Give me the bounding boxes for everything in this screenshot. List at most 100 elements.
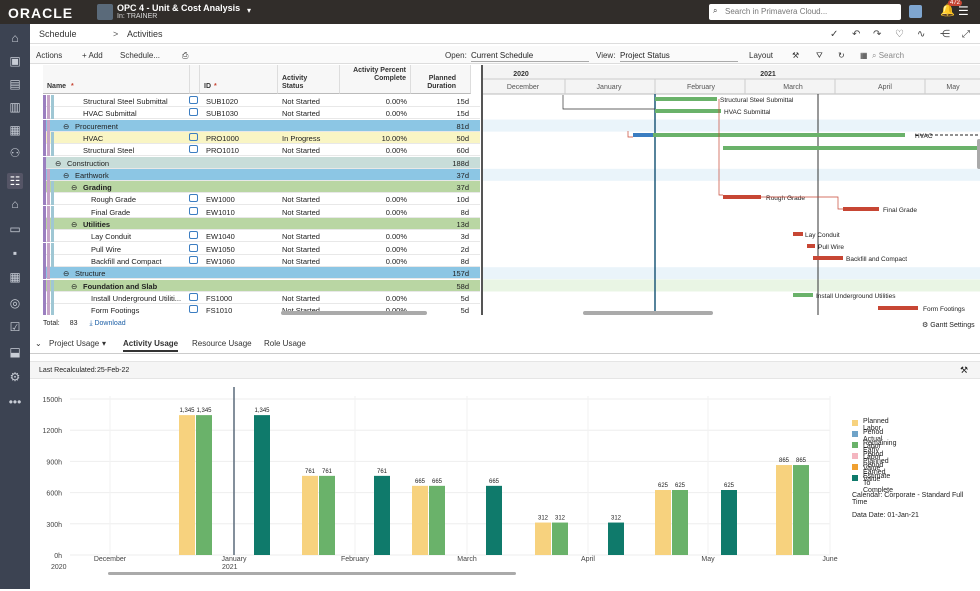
puzzle-icon[interactable]: ⬓: [9, 345, 21, 359]
comment-icon[interactable]: [189, 132, 198, 141]
wrench-icon[interactable]: ⚒: [792, 51, 800, 60]
table-row[interactable]: HVAC PRO1000 In Progress 10.00% 50d: [43, 131, 480, 144]
gantt-bar[interactable]: [723, 195, 761, 199]
maximize-icon[interactable]: ⤢: [962, 29, 970, 40]
gantt-bar[interactable]: [723, 146, 980, 150]
comment-icon[interactable]: [189, 194, 198, 203]
check-icon[interactable]: ✓: [830, 29, 839, 40]
table-row[interactable]: Lay Conduit EW1040 Not Started 0.00% 3d: [43, 230, 480, 243]
global-search-input[interactable]: ⌕ Search in Primavera Cloud...: [709, 4, 901, 20]
avatar[interactable]: [909, 5, 922, 18]
gantt-bar[interactable]: [807, 244, 815, 248]
favorite-icon[interactable]: ♡: [895, 29, 904, 40]
bell-icon[interactable]: 🔔: [940, 3, 955, 17]
wbs-row[interactable]: ⊖ Earthwork 37d: [43, 168, 480, 181]
table-row[interactable]: HVAC Submittal SUB1030 Not Started 0.00% 15d: [43, 107, 480, 120]
bank-icon[interactable]: ⌂: [11, 197, 19, 211]
actions-menu[interactable]: Actions: [36, 51, 63, 60]
gantt-bar[interactable]: [633, 133, 653, 137]
col-name-header[interactable]: Name *: [43, 65, 190, 94]
redo-icon[interactable]: ↷: [873, 29, 882, 40]
comment-icon[interactable]: [189, 206, 198, 215]
pulse-icon[interactable]: ∿: [917, 29, 926, 40]
download-link[interactable]: ⤓ Download: [89, 320, 126, 327]
gantt-chart[interactable]: 2020 2021 December January February March Apri…: [481, 65, 980, 315]
gantt-settings-button[interactable]: ⚙ Gantt Settings: [922, 322, 975, 329]
collapse-icon[interactable]: ⌄: [35, 339, 42, 348]
wbs-row[interactable]: ⊖ Procurement 81d: [43, 119, 480, 132]
filter-icon[interactable]: ⛛: [816, 51, 823, 60]
settings-icon[interactable]: ⚙: [9, 370, 21, 384]
comment-icon[interactable]: [189, 108, 198, 117]
folder-icon[interactable]: ▭: [9, 222, 21, 236]
dashboard-icon[interactable]: ▣: [9, 54, 21, 68]
tab-role-usage[interactable]: Role Usage: [264, 339, 306, 348]
documents-icon[interactable]: ▥: [9, 100, 21, 114]
schedule-icon[interactable]: ☷: [7, 173, 23, 189]
gantt-bar[interactable]: [653, 133, 905, 137]
tab-resource-usage[interactable]: Resource Usage: [192, 339, 252, 348]
undo-icon[interactable]: ↶: [852, 29, 861, 40]
tab-activity-usage[interactable]: Activity Usage: [123, 339, 179, 352]
gantt-bar[interactable]: [793, 232, 803, 236]
portfolio-icon[interactable]: ▤: [9, 77, 21, 91]
table-row[interactable]: Backfill and Compact EW1060 Not Started 0.0…: [43, 254, 480, 267]
gantt-bar[interactable]: [878, 306, 918, 310]
project-dropdown-icon[interactable]: ▾: [247, 6, 252, 15]
table-row[interactable]: Final Grade EW1010 Not Started 0.00% 8d: [43, 205, 480, 218]
chart-scrollbar[interactable]: [108, 572, 516, 575]
layout-menu[interactable]: Layout: [749, 51, 774, 60]
project-usage-select[interactable]: Project Usage: [49, 339, 100, 348]
tasks-icon[interactable]: ▪: [12, 246, 18, 260]
collapse-toggle-icon[interactable]: ⊖: [63, 269, 70, 279]
table-row[interactable]: Structural Steel PRO1010 Not Started 0.00% 6…: [43, 144, 480, 157]
breadcrumb-schedule[interactable]: Schedule: [39, 29, 77, 39]
collapse-toggle-icon[interactable]: ⊖: [71, 183, 78, 193]
gantt-scrollbar[interactable]: [583, 311, 713, 315]
home-icon[interactable]: ⌂: [11, 31, 19, 45]
col-status-header[interactable]: Activity Status: [278, 65, 340, 94]
wbs-row[interactable]: ⊖ Grading 37d: [43, 181, 480, 194]
gantt-bar[interactable]: [793, 293, 813, 297]
table-row[interactable]: Install Underground Utiliti... FS1000 Not …: [43, 291, 480, 304]
refresh-icon[interactable]: ↻: [838, 51, 845, 60]
comment-icon[interactable]: [189, 255, 198, 264]
comment-icon[interactable]: [189, 96, 198, 104]
print-icon[interactable]: ⎙: [182, 51, 189, 60]
collapse-toggle-icon[interactable]: ⊖: [71, 220, 78, 229]
comment-icon[interactable]: [189, 145, 198, 154]
toolbar-search-input[interactable]: ⌕ Search: [872, 51, 905, 60]
comment-icon[interactable]: [189, 231, 198, 240]
collapse-toggle-icon[interactable]: ⊖: [71, 281, 78, 291]
wbs-row[interactable]: ⊖ Foundation and Slab 58d: [43, 279, 480, 292]
table-row[interactable]: Pull Wire EW1050 Not Started 0.00% 2d: [43, 242, 480, 255]
hamburger-icon[interactable]: ☰: [958, 4, 969, 18]
chevron-down-icon[interactable]: ▾: [102, 339, 107, 348]
reports-icon[interactable]: ▦: [9, 123, 21, 137]
table-row[interactable]: Rough Grade EW1000 Not Started 0.00% 10d: [43, 193, 480, 206]
columns-icon[interactable]: ▦: [860, 51, 868, 60]
table-row[interactable]: Form Footings FS1010 Not Started 0.00% 5d: [43, 304, 480, 315]
target-icon[interactable]: ◎: [9, 296, 21, 310]
wbs-row[interactable]: ⊖ Structure 157d: [43, 267, 480, 280]
wbs-row[interactable]: ⊖ Construction 188d: [43, 156, 480, 169]
gantt-bar[interactable]: [843, 207, 879, 211]
gantt-bar[interactable]: [813, 256, 843, 260]
collapse-toggle-icon[interactable]: ⊖: [55, 158, 62, 168]
wbs-row[interactable]: ⊖ Utilities 13d: [43, 218, 480, 230]
col-pct-header[interactable]: Activity Percent Complete: [340, 65, 411, 94]
collapse-toggle-icon[interactable]: ⊖: [63, 121, 70, 131]
col-id-header[interactable]: ID *: [200, 65, 278, 94]
share-icon[interactable]: ⋲: [940, 29, 950, 40]
calendar-icon[interactable]: ▦: [9, 270, 21, 284]
more-icon[interactable]: •••: [8, 395, 22, 409]
wrench-icon[interactable]: ⚒: [960, 365, 969, 375]
grid-scrollbar[interactable]: [281, 311, 427, 315]
gantt-bar[interactable]: [655, 97, 717, 101]
open-select[interactable]: Current Schedule: [471, 49, 589, 62]
comment-icon[interactable]: [189, 305, 198, 314]
add-button[interactable]: + Add: [82, 51, 103, 60]
col-dur-header[interactable]: Planned Duration: [411, 65, 471, 94]
collapse-toggle-icon[interactable]: ⊖: [63, 170, 70, 180]
gantt-bar[interactable]: [655, 109, 721, 113]
